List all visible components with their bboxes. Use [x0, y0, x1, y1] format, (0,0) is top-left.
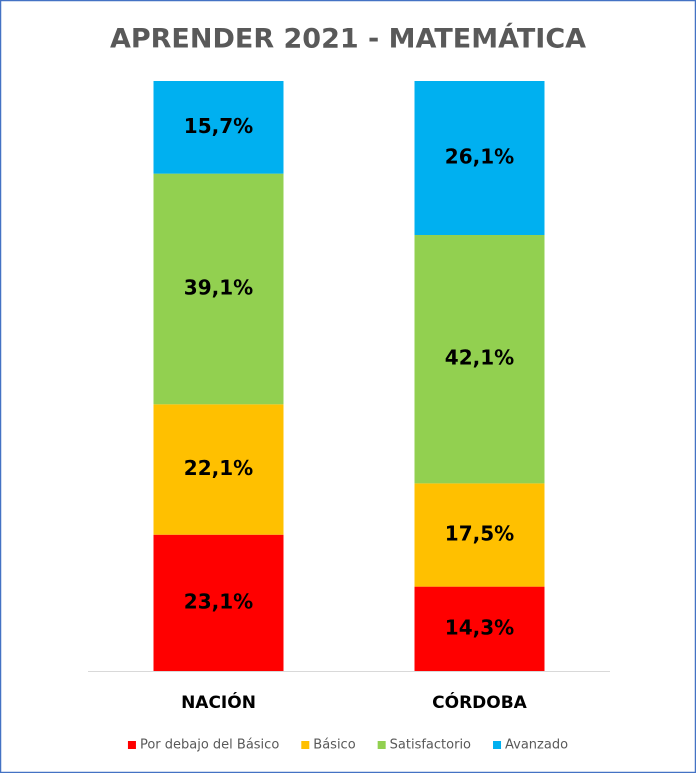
data-label: 23,1% [184, 589, 253, 613]
legend-label: Básico [313, 738, 355, 753]
data-label: 14,3% [445, 615, 514, 639]
legend-swatch [301, 741, 310, 749]
legend-swatch [493, 741, 502, 749]
legend-label: Avanzado [505, 738, 568, 753]
legend-label: Por debajo del Básico [140, 738, 279, 753]
data-label: 26,1% [445, 144, 514, 168]
data-label: 15,7% [184, 114, 253, 138]
x-tick-label: NACIÓN [181, 691, 256, 713]
bar-segment [153, 173, 284, 405]
chart-title: APRENDER 2021 - MATEMÁTICA [110, 23, 586, 55]
data-label: 22,1% [184, 456, 253, 480]
legend-swatch [377, 741, 386, 749]
data-label: 42,1% [445, 346, 514, 370]
bar-segment [414, 234, 545, 484]
bar-segment [153, 534, 284, 671]
legend-label: Satisfactorio [390, 738, 471, 753]
data-label: 17,5% [445, 522, 514, 546]
bar-segment [414, 81, 545, 235]
data-label: 39,1% [184, 275, 253, 299]
bar-segment [414, 586, 545, 671]
bar-segment [414, 483, 545, 587]
bar-segment [153, 81, 284, 174]
bar-segment [153, 404, 284, 535]
x-tick-label: CÓRDOBA [432, 691, 528, 713]
legend-swatch [127, 741, 136, 749]
